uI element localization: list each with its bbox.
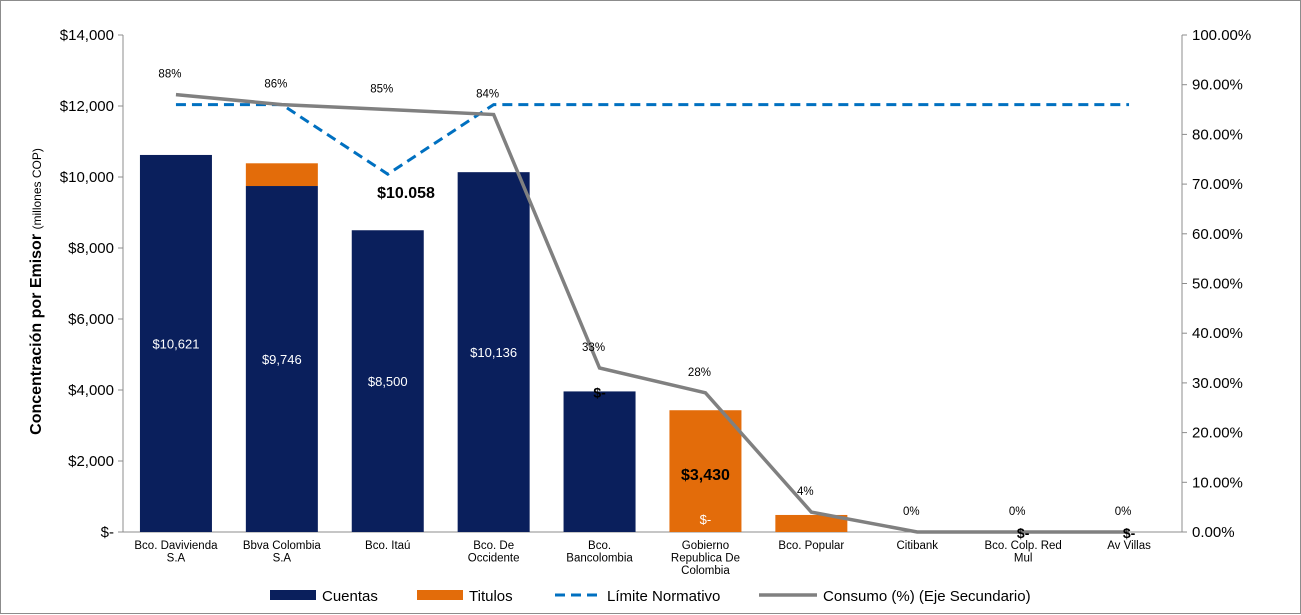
x-category-label: Citibank	[896, 540, 938, 552]
legend-label: Consumo (%) (Eje Secundario)	[823, 588, 1031, 605]
consumo-point-label: 0%	[1009, 506, 1026, 518]
y2-tick-label: 70.00%	[1192, 176, 1243, 193]
y2-tick-label: 50.00%	[1192, 276, 1243, 293]
legend-label: Cuentas	[322, 588, 378, 605]
y2-tick-label: 30.00%	[1192, 375, 1243, 392]
bar-titulos	[245, 163, 318, 187]
consumo-point-label: 0%	[903, 506, 920, 518]
legend-swatch	[417, 590, 463, 600]
bar-value-label: $10,136	[470, 345, 517, 360]
x-category-label: Bbva Colombia S.A	[243, 540, 322, 565]
y2-tick-label: 0.00%	[1192, 524, 1235, 541]
x-category-label: Bco. De Occidente	[468, 540, 520, 565]
annotation-limit-value: $10.058	[377, 185, 435, 202]
legend-label: Titulos	[469, 588, 513, 605]
y2-tick-label: 90.00%	[1192, 77, 1243, 94]
bar-cuentas	[245, 186, 318, 532]
y-axis-title: Concentración por Emisor (millones COP)	[28, 148, 45, 435]
consumo-point-label: 4%	[797, 486, 814, 498]
y-tick-label: $4,000	[68, 382, 114, 399]
x-category-label: Av Villas	[1107, 540, 1151, 552]
x-category-label: Bco. Popular	[778, 540, 844, 552]
lines-layer	[175, 92, 1130, 534]
bar-value-label: $-	[1017, 525, 1030, 541]
bar-cuentas	[457, 172, 530, 532]
legend-swatch	[270, 590, 316, 600]
y2-tick-label: 100.00%	[1192, 27, 1251, 44]
y2-tick-label: 40.00%	[1192, 325, 1243, 342]
y-tick-label: $2,000	[68, 453, 114, 470]
y-tick-label: $-	[101, 524, 114, 541]
legend: Cuentas Titulos Límite Normativo Consumo (%…	[270, 588, 1031, 605]
x-category-label: Bco. Itaú	[365, 540, 410, 552]
consumo-point-label: 33%	[582, 342, 605, 354]
y-axis-title-main: Concentración por Emisor	[28, 229, 45, 434]
consumo-point-label: 88%	[158, 69, 181, 81]
annotation-titulos-value: $3,430	[681, 467, 730, 484]
bar-value-label: $-	[593, 384, 606, 400]
y2-tick-label: 60.00%	[1192, 226, 1243, 243]
bar-cuentas	[351, 230, 424, 532]
y-tick-label: $8,000	[68, 240, 114, 257]
line-consumo	[175, 92, 1130, 534]
bars-layer	[139, 154, 848, 532]
bar-value-label: $-	[700, 512, 712, 527]
y-tick-label: $12,000	[60, 98, 114, 115]
axes-layer: $- $2,000 $4,000 $6,000 $8,000 $10,000 $12,000…	[28, 27, 1251, 577]
labels-layer: $10,621 $9,746 $8,500 $10,136 $- $- $- $- 88% 86%…	[152, 69, 1135, 541]
y2-tick-label: 10.00%	[1192, 474, 1243, 491]
bar-value-label: $9,746	[262, 352, 302, 367]
consumo-point-label: 85%	[370, 84, 393, 96]
y2-tick-label: 20.00%	[1192, 425, 1243, 442]
y2-tick-label: 80.00%	[1192, 126, 1243, 143]
y-tick-label: $6,000	[68, 311, 114, 328]
x-category-label: Bco. Davivienda S.A	[134, 540, 218, 565]
bar-cuentas	[563, 391, 636, 532]
bar-value-label: $-	[1123, 525, 1136, 541]
x-category-label: Gobierno Republica De Colombia	[671, 540, 740, 577]
y-tick-label: $10,000	[60, 169, 114, 186]
bar-value-label: $8,500	[368, 374, 408, 389]
bar-value-label: $10,621	[152, 336, 199, 351]
consumo-point-label: 0%	[1115, 506, 1132, 518]
bar-cuentas	[139, 154, 212, 532]
legend-label: Límite Normativo	[607, 588, 720, 605]
bar-titulos	[775, 514, 848, 532]
line-limite-normativo	[175, 103, 1130, 176]
y-tick-label: $14,000	[60, 27, 114, 44]
x-category-label: Bco. Bancolombia	[566, 540, 633, 565]
y-axis-title-unit: (millones COP)	[30, 148, 44, 229]
x-category-label: Bco. Colp. Red Mul	[984, 540, 1061, 565]
consumo-point-label: 86%	[264, 79, 287, 91]
consumo-point-label: 28%	[688, 367, 711, 379]
bar-titulos	[669, 410, 742, 532]
consumo-point-label: 84%	[476, 89, 499, 101]
